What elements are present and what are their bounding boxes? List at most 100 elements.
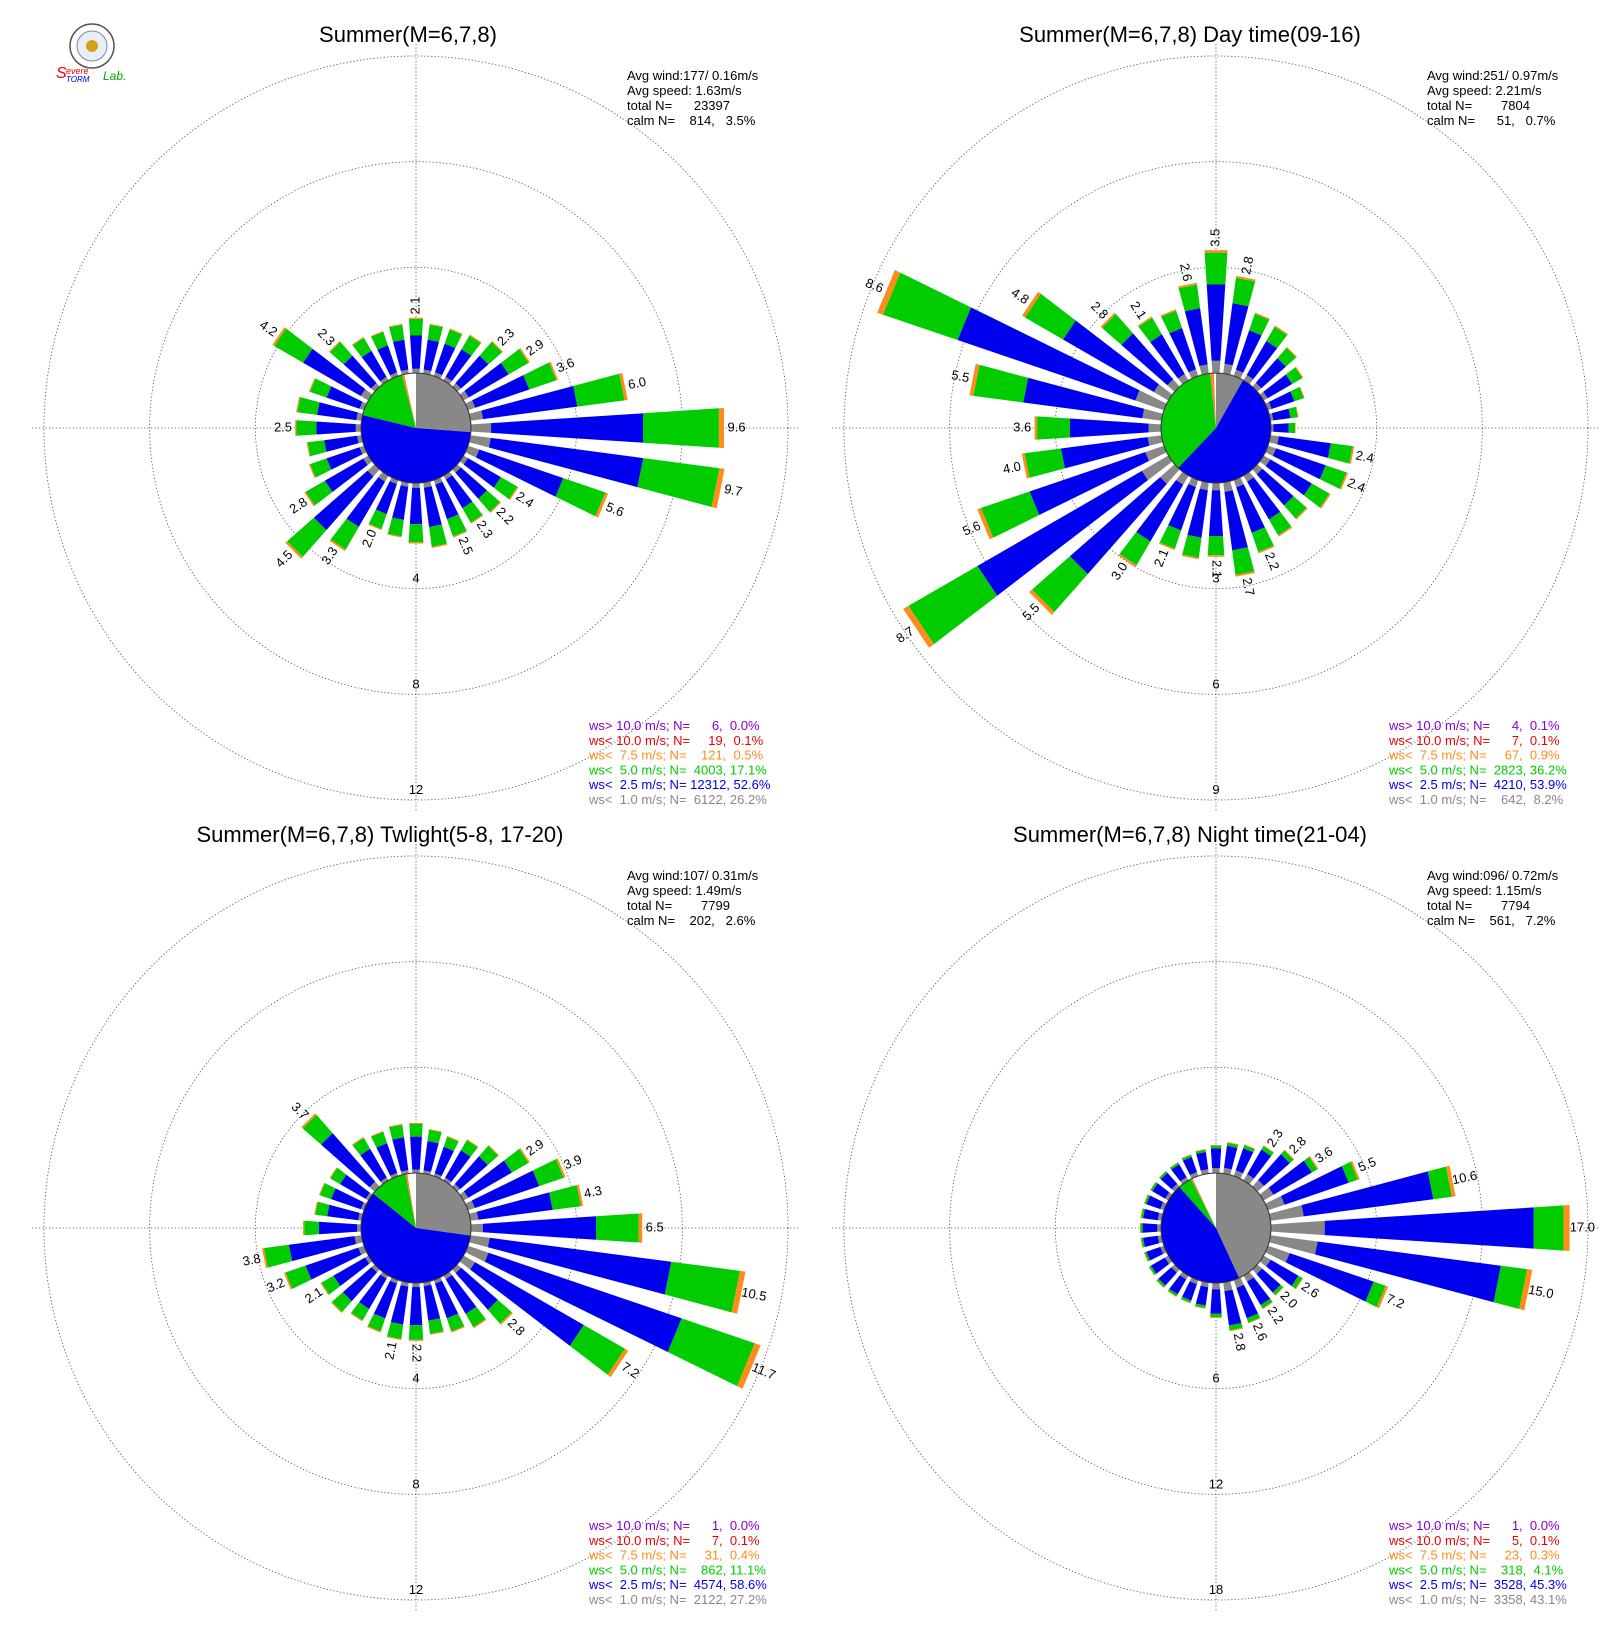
petal-label: 10.6: [1451, 1168, 1479, 1188]
petal-2: [433, 328, 463, 379]
legend-entry-4: ws< 5.0 m/s; N= 2823, 36.2%: [1388, 762, 1567, 777]
petal-label: 3.6: [1312, 1143, 1335, 1166]
petal-26: [1143, 1194, 1167, 1211]
petal-segment: [1144, 1194, 1150, 1205]
petal-segment: [380, 1177, 389, 1185]
petal-segment: [1227, 1142, 1239, 1145]
wind-rose-panel-3: 48122.93.94.36.510.511.77.22.82.22.12.13…: [32, 822, 800, 1612]
petal-segment: [469, 1211, 479, 1221]
petal-segment: [408, 318, 424, 336]
petal-label: 3.7: [289, 1099, 312, 1122]
petal-segment: [390, 1285, 409, 1325]
petal-segment: [1288, 422, 1295, 434]
petal-segment: [429, 1129, 442, 1133]
petal-segment: [1249, 313, 1270, 336]
petal-segment: [1150, 1181, 1156, 1191]
petal-segment: [973, 364, 1029, 403]
petal-segment: [1168, 484, 1196, 531]
petal-segment: [491, 341, 503, 353]
petal-segment: [1445, 1165, 1456, 1197]
calm-pie-slice: [1213, 373, 1216, 428]
petal-segment: [326, 447, 363, 470]
petal-14: 2.2: [1233, 477, 1283, 572]
petal-segment: [1142, 1223, 1158, 1233]
hub-outline: [360, 1172, 472, 1284]
petal-11: [1259, 455, 1331, 509]
petal-segment: [1295, 406, 1299, 418]
petal-segment: [488, 1145, 499, 1156]
petal-25: [296, 396, 363, 421]
petal-7: 4.3: [469, 1183, 603, 1221]
petal-segment: [1252, 382, 1262, 392]
petal-segment: [375, 481, 397, 515]
petal-segment: [333, 1257, 370, 1287]
petal-segment: [324, 435, 359, 452]
petal-25: 5.5: [950, 363, 1163, 421]
petal-segment: [1189, 1277, 1199, 1285]
petal-segment: [444, 329, 462, 348]
petal-segment: [1246, 340, 1278, 380]
petal-segment: [304, 1220, 319, 1236]
legend-entry-4: ws< 5.0 m/s; N= 318, 4.1%: [1388, 1562, 1564, 1577]
petal-segment: [469, 334, 482, 344]
petal-1: 2.8: [1223, 255, 1256, 375]
petal-segment: [412, 1169, 420, 1174]
petal-segment: [1223, 1167, 1232, 1175]
stat-avg-speed: Avg speed: 1.15m/s: [1427, 883, 1542, 898]
petal-segment: [509, 486, 519, 500]
petal-segment: [408, 542, 424, 544]
petal-31: [1195, 1149, 1209, 1175]
stat-calm: calm N= 51, 0.7%: [1427, 113, 1556, 128]
petal-segment: [445, 1275, 477, 1314]
petal-segment: [390, 372, 399, 379]
petal-segment: [296, 396, 301, 413]
petal-segment: [1533, 1205, 1564, 1251]
petal-segment: [1207, 536, 1225, 556]
hub-outline: [360, 372, 472, 484]
calm-pie-slice: [405, 1173, 416, 1228]
petal-8: 9.6: [470, 408, 746, 448]
petal-segment: [423, 1141, 439, 1172]
petal-25: [1140, 1208, 1163, 1221]
petal-3: [443, 1139, 479, 1185]
petal-segment: [1295, 366, 1304, 378]
petal-segment: [459, 455, 468, 465]
petal-segment: [1274, 325, 1288, 335]
legend-entry-2: ws< 10.0 m/s; N= 7, 0.1%: [588, 1533, 760, 1548]
petal-segment: [376, 1143, 398, 1176]
petal-1: [423, 323, 444, 375]
petal-segment: [329, 1167, 338, 1179]
petal-segment: [1146, 1195, 1164, 1210]
petal-segment: [1265, 445, 1277, 456]
petal-segment: [285, 541, 303, 559]
petal-29: [1169, 1162, 1189, 1185]
petal-segment: [387, 533, 402, 538]
petal-segment: [1301, 1171, 1434, 1217]
petal-15: 2.8: [1223, 1281, 1249, 1352]
petal-segment: [1140, 1223, 1143, 1233]
petal-segment: [1137, 316, 1153, 327]
petal-segment: [476, 449, 564, 497]
petal-6: 3.9: [465, 1152, 584, 1211]
petal-segment: [1169, 1162, 1179, 1168]
petal-segment: [465, 1245, 489, 1262]
petal-segment: [263, 1244, 293, 1268]
petal-segment: [363, 455, 373, 466]
petal-segment: [1153, 384, 1173, 401]
petal-13: [443, 1271, 487, 1329]
petal-segment: [1037, 416, 1070, 440]
petal-segment: [1268, 391, 1295, 409]
petal-segment: [321, 1275, 341, 1295]
petal-segment: [470, 1223, 483, 1233]
petal-segment: [392, 1137, 409, 1172]
petal-segment: [1195, 1306, 1206, 1309]
petal-segment: [470, 423, 492, 433]
petal-segment: [1204, 250, 1228, 253]
petal-0: 3.5: [1204, 229, 1228, 374]
petal-segment: [1169, 1162, 1180, 1170]
petal-segment: [429, 323, 444, 328]
petal-segment: [977, 470, 1148, 596]
petal-segment: [1149, 1265, 1157, 1276]
